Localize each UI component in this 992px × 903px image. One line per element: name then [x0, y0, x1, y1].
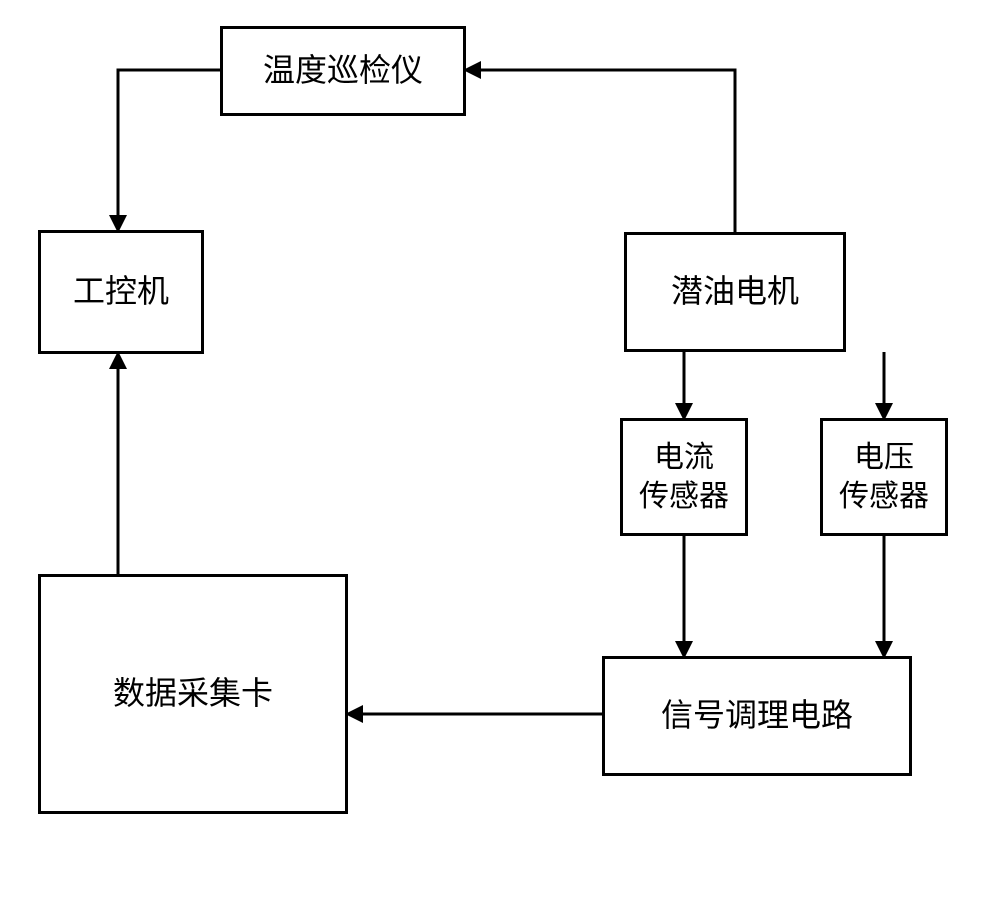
node-label: 信号调理电路: [661, 695, 853, 737]
node-signal_cond: 信号调理电路: [602, 656, 912, 776]
edge-temp_inspector-to-ipc: [118, 70, 220, 230]
node-label: 电流 传感器: [639, 438, 729, 516]
node-label: 温度巡检仪: [263, 50, 423, 92]
node-ipc: 工控机: [38, 230, 204, 354]
node-current_sensor: 电流 传感器: [620, 418, 748, 536]
node-voltage_sensor: 电压 传感器: [820, 418, 948, 536]
node-label: 工控机: [73, 271, 169, 313]
node-daq: 数据采集卡: [38, 574, 348, 814]
node-motor: 潜油电机: [624, 232, 846, 352]
node-temp_inspector: 温度巡检仪: [220, 26, 466, 116]
edge-motor-to-temp_inspector: [466, 70, 735, 232]
node-label: 电压 传感器: [839, 438, 929, 516]
node-label: 数据采集卡: [113, 673, 273, 715]
node-label: 潜油电机: [671, 271, 799, 313]
